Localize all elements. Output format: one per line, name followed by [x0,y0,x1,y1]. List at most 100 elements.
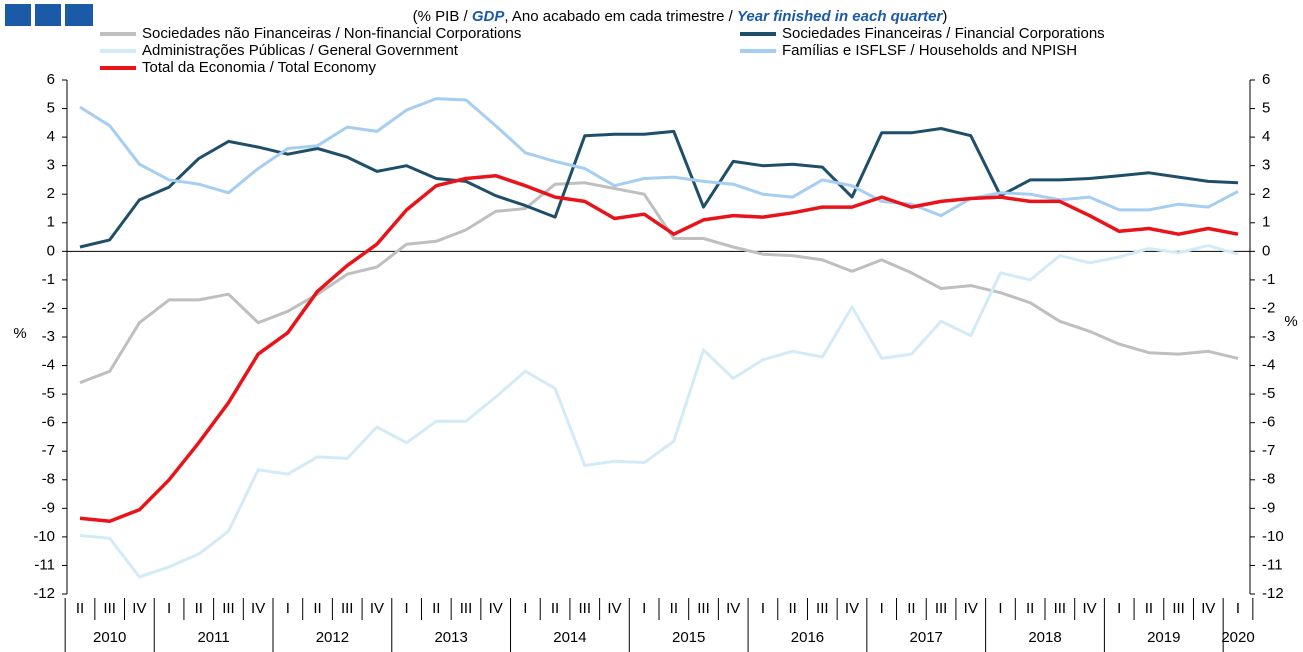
y-tick-label: 0 [47,242,55,259]
y2-tick-label: -8 [1262,471,1275,488]
title-part: ) [942,8,947,25]
title-part: GDP [472,8,506,25]
y2-tick-label: 1 [1262,214,1270,231]
x-tick-label: II [195,600,203,617]
y-axis-label: % [13,325,26,342]
y2-axis-label: % [1284,313,1297,330]
x-tick-label: IV [726,600,740,617]
y2-tick-label: 5 [1262,100,1270,117]
x-tick-label: II [907,600,915,617]
y2-tick-label: -3 [1262,328,1275,345]
y2-tick-label: -5 [1262,385,1275,402]
x-tick-label: I [642,600,646,617]
x-tick-label: I [523,600,527,617]
y-tick-label: 6 [47,71,55,88]
x-tick-label: II [76,600,84,617]
x-tick-label: I [1117,600,1121,617]
y-tick-label: -1 [42,271,55,288]
y2-tick-label: 3 [1262,157,1270,174]
year-label: 2015 [672,629,705,646]
x-tick-label: II [432,600,440,617]
y-tick-label: -9 [42,499,55,516]
x-tick-label: IV [1082,600,1096,617]
x-tick-label: IV [845,600,859,617]
year-label: 2014 [553,629,586,646]
y2-tick-label: 2 [1262,185,1270,202]
y2-tick-label: -4 [1262,357,1275,374]
year-label: 2020 [1221,629,1254,646]
legend-label: Total da Economia / Total Economy [142,59,377,76]
x-tick-label: II [313,600,321,617]
y-tick-label: -10 [33,528,55,545]
year-label: 2016 [791,629,824,646]
year-label: 2017 [910,629,943,646]
y-tick-label: 1 [47,214,55,231]
y2-tick-label: -12 [1262,585,1284,602]
y2-tick-label: -11 [1262,556,1283,573]
y-tick-label: -8 [42,471,55,488]
year-label: 2012 [316,629,349,646]
x-tick-label: III [1054,600,1067,617]
x-tick-label: III [222,600,235,617]
y2-tick-label: -1 [1262,271,1275,288]
x-tick-label: I [405,600,409,617]
x-tick-label: IV [132,600,146,617]
y2-tick-label: 0 [1262,242,1270,259]
x-tick-label: IV [1201,600,1215,617]
y2-tick-label: -10 [1262,528,1284,545]
x-tick-label: III [341,600,354,617]
x-tick-label: II [551,600,559,617]
y2-tick-label: -6 [1262,414,1275,431]
y-tick-label: 2 [47,185,55,202]
y-tick-label: -7 [42,442,55,459]
x-tick-label: II [1145,600,1153,617]
y-tick-label: 3 [47,157,55,174]
x-tick-label: III [697,600,710,617]
x-tick-label: III [816,600,829,617]
y-tick-label: -6 [42,414,55,431]
title-part: (% PIB / [413,8,472,25]
x-tick-label: III [460,600,473,617]
legend-label: Sociedades Financeiras / Financial Corpo… [782,25,1105,42]
year-label: 2019 [1147,629,1180,646]
x-tick-label: IV [251,600,265,617]
title-part: , Ano acabado em cada trimestre / [504,8,737,25]
chart-title: (% PIB / GDP, Ano acabado em cada trimes… [413,8,948,25]
legend-label: Administrações Públicas / General Govern… [142,42,459,59]
x-tick-label: II [670,600,678,617]
y-tick-label: -2 [42,299,55,316]
x-tick-label: III [935,600,948,617]
legend-label: Sociedades não Financeiras / Non-financi… [142,25,521,42]
y2-tick-label: 6 [1262,71,1270,88]
y2-tick-label: 4 [1262,128,1270,145]
x-tick-label: I [167,600,171,617]
x-tick-label: IV [964,600,978,617]
y2-tick-label: -2 [1262,299,1275,316]
y-tick-label: -11 [34,556,55,573]
y-tick-label: 4 [47,128,55,145]
logo-block [65,4,93,26]
legend-label: Famílias e ISFLSF / Households and NPISH [782,42,1077,59]
x-tick-label: III [103,600,116,617]
x-tick-label: II [1026,600,1034,617]
x-tick-label: III [1172,600,1185,617]
series-line [79,173,1239,523]
y2-tick-label: -7 [1262,442,1275,459]
x-tick-label: II [788,600,796,617]
x-tick-label: III [579,600,592,617]
year-label: 2010 [93,629,126,646]
year-label: 2013 [434,629,467,646]
y2-tick-label: -9 [1262,499,1275,516]
y-tick-label: -4 [42,357,55,374]
y-tick-label: -3 [42,328,55,345]
logo-block [35,4,61,26]
year-label: 2018 [1028,629,1061,646]
y-tick-label: 5 [47,100,55,117]
x-tick-label: IV [370,600,384,617]
series-line [79,127,1239,249]
y-tick-label: -5 [42,385,55,402]
logo-block [5,4,31,26]
x-tick-label: I [998,600,1002,617]
